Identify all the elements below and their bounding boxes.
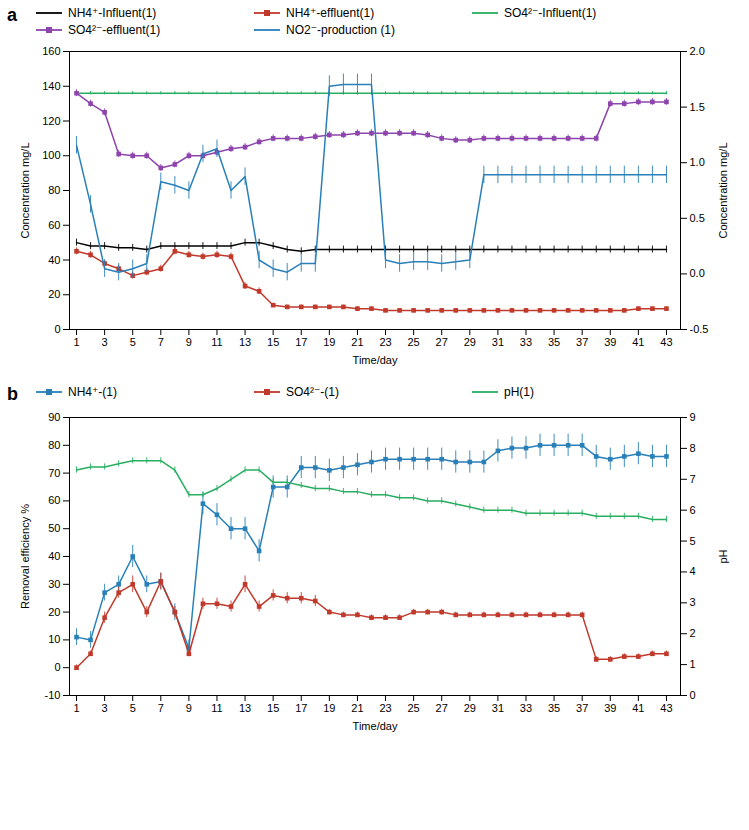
svg-text:Removal efficiency %: Removal efficiency % xyxy=(19,504,31,609)
svg-text:27: 27 xyxy=(436,336,448,348)
svg-text:9: 9 xyxy=(186,336,192,348)
svg-text:80: 80 xyxy=(48,184,60,196)
html-text:NO2⁻-production (1): NO2⁻-production (1) xyxy=(286,23,395,37)
html-text:pH(1): pH(1) xyxy=(504,385,534,399)
svg-text:120: 120 xyxy=(42,115,60,127)
svg-text:50: 50 xyxy=(48,522,60,534)
svg-text:140: 140 xyxy=(42,80,60,92)
svg-text:7: 7 xyxy=(158,702,164,714)
svg-text:9: 9 xyxy=(186,702,192,714)
svg-text:-0.5: -0.5 xyxy=(690,323,709,335)
svg-text:0: 0 xyxy=(54,323,60,335)
svg-text:4: 4 xyxy=(690,565,696,577)
html-text:SO4²⁻-(1): SO4²⁻-(1) xyxy=(286,385,339,399)
svg-text:19: 19 xyxy=(323,702,335,714)
svg-text:0: 0 xyxy=(54,661,60,673)
svg-text:30: 30 xyxy=(48,578,60,590)
svg-text:33: 33 xyxy=(520,702,532,714)
svg-text:1: 1 xyxy=(73,336,79,348)
svg-text:160: 160 xyxy=(42,45,60,57)
svg-text:pH: pH xyxy=(717,549,729,563)
svg-text:1: 1 xyxy=(690,658,696,670)
svg-text:0.5: 0.5 xyxy=(690,212,705,224)
svg-text:43: 43 xyxy=(660,336,672,348)
svg-text:17: 17 xyxy=(295,702,307,714)
svg-text:5: 5 xyxy=(690,535,696,547)
svg-text:5: 5 xyxy=(130,702,136,714)
svg-text:23: 23 xyxy=(379,336,391,348)
svg-text:29: 29 xyxy=(464,702,476,714)
svg-text:15: 15 xyxy=(267,336,279,348)
svg-text:33: 33 xyxy=(520,336,532,348)
svg-text:13: 13 xyxy=(239,336,251,348)
svg-text:19: 19 xyxy=(323,336,335,348)
svg-text:20: 20 xyxy=(48,606,60,618)
svg-text:Time/day: Time/day xyxy=(353,354,398,366)
html-text:SO4²⁻-Influent(1): SO4²⁻-Influent(1) xyxy=(504,6,597,20)
svg-text:3: 3 xyxy=(102,702,108,714)
svg-text:80: 80 xyxy=(48,439,60,451)
svg-text:35: 35 xyxy=(548,336,560,348)
svg-text:2: 2 xyxy=(690,627,696,639)
svg-text:7: 7 xyxy=(158,336,164,348)
svg-text:10: 10 xyxy=(48,633,60,645)
svg-text:3: 3 xyxy=(690,596,696,608)
html-text:NH4⁺-effluent(1): NH4⁺-effluent(1) xyxy=(286,6,375,20)
svg-text:1.5: 1.5 xyxy=(690,101,705,113)
svg-text:0.0: 0.0 xyxy=(690,267,705,279)
svg-text:21: 21 xyxy=(351,702,363,714)
svg-text:40: 40 xyxy=(48,550,60,562)
svg-text:20: 20 xyxy=(48,288,60,300)
svg-text:60: 60 xyxy=(48,494,60,506)
svg-text:11: 11 xyxy=(211,702,222,714)
svg-text:11: 11 xyxy=(211,336,222,348)
svg-text:41: 41 xyxy=(632,336,644,348)
html-text:a: a xyxy=(7,5,17,25)
svg-text:Time/day: Time/day xyxy=(353,720,398,732)
svg-text:2.0: 2.0 xyxy=(690,45,705,57)
svg-text:Concentration mg/L: Concentration mg/L xyxy=(717,143,729,239)
svg-text:70: 70 xyxy=(48,467,60,479)
svg-text:60: 60 xyxy=(48,219,60,231)
svg-text:39: 39 xyxy=(604,702,616,714)
svg-text:25: 25 xyxy=(408,702,420,714)
html-text:SO4²⁻-effluent(1): SO4²⁻-effluent(1) xyxy=(68,23,161,37)
svg-text:43: 43 xyxy=(660,702,672,714)
svg-text:100: 100 xyxy=(42,149,60,161)
svg-text:1.0: 1.0 xyxy=(690,156,705,168)
svg-text:Concentration mg/L: Concentration mg/L xyxy=(19,143,31,239)
svg-text:31: 31 xyxy=(492,702,504,714)
svg-text:15: 15 xyxy=(267,702,279,714)
svg-text:29: 29 xyxy=(464,336,476,348)
svg-text:37: 37 xyxy=(576,702,588,714)
svg-text:9: 9 xyxy=(690,411,696,423)
svg-text:35: 35 xyxy=(548,702,560,714)
svg-text:31: 31 xyxy=(492,336,504,348)
svg-text:13: 13 xyxy=(239,702,251,714)
svg-text:23: 23 xyxy=(379,702,391,714)
svg-text:1: 1 xyxy=(73,702,79,714)
svg-text:3: 3 xyxy=(102,336,108,348)
svg-text:7: 7 xyxy=(690,473,696,485)
svg-text:21: 21 xyxy=(351,336,363,348)
html-text:b: b xyxy=(7,384,18,404)
svg-text:90: 90 xyxy=(48,411,60,423)
svg-text:8: 8 xyxy=(690,442,696,454)
svg-text:37: 37 xyxy=(576,336,588,348)
svg-text:0: 0 xyxy=(690,689,696,701)
svg-text:27: 27 xyxy=(436,702,448,714)
svg-text:40: 40 xyxy=(48,254,60,266)
svg-text:17: 17 xyxy=(295,336,307,348)
svg-text:-10: -10 xyxy=(45,689,61,701)
svg-text:5: 5 xyxy=(130,336,136,348)
svg-text:39: 39 xyxy=(604,336,616,348)
svg-text:41: 41 xyxy=(632,702,644,714)
svg-text:25: 25 xyxy=(408,336,420,348)
html-text:NH4⁺-(1): NH4⁺-(1) xyxy=(68,385,117,399)
html-text:NH4⁺-Influent(1): NH4⁺-Influent(1) xyxy=(68,6,157,20)
svg-text:6: 6 xyxy=(690,504,696,516)
